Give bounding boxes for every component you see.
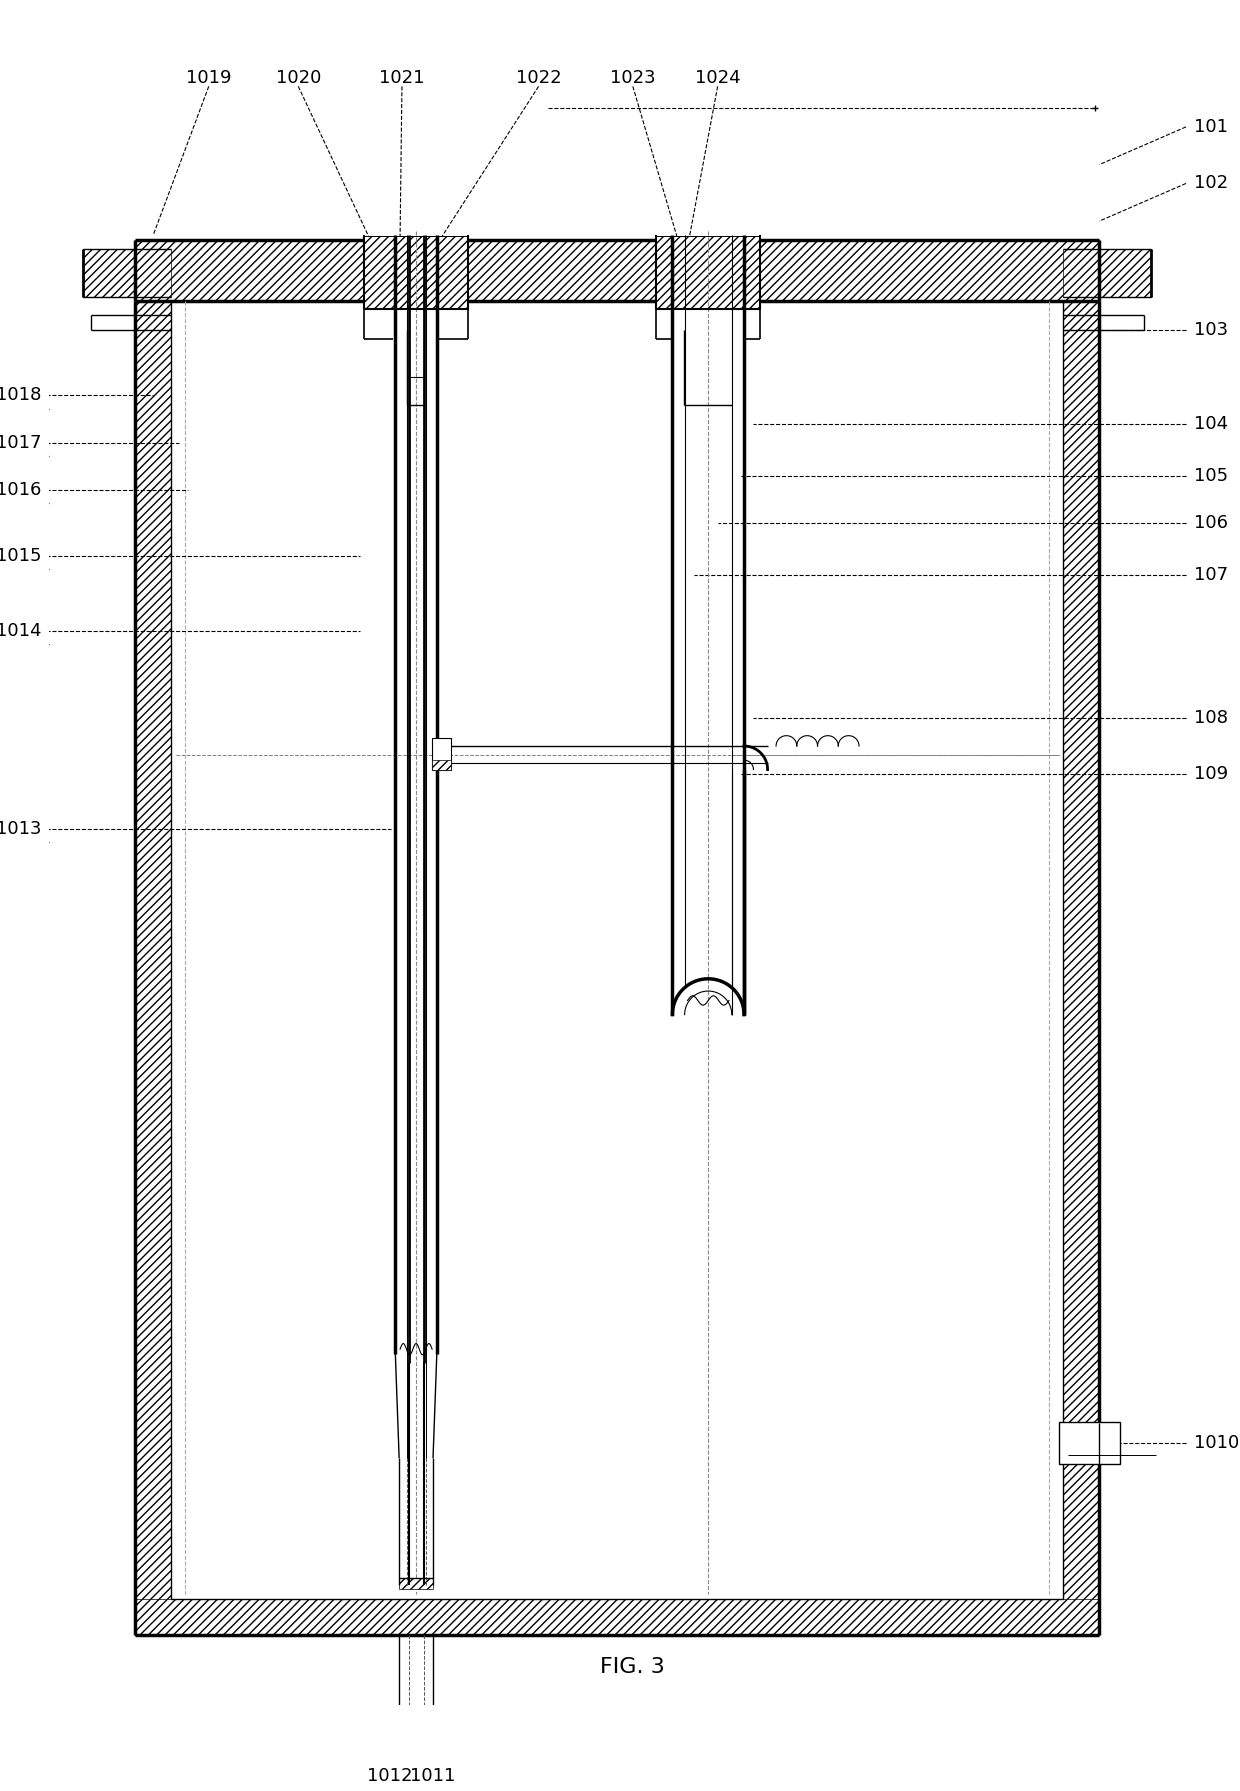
Text: 1010: 1010 xyxy=(1194,1435,1239,1453)
Text: 1016: 1016 xyxy=(0,480,41,498)
Text: 109: 109 xyxy=(1194,765,1228,783)
Text: 105: 105 xyxy=(1194,467,1228,485)
Bar xyxy=(656,236,760,308)
Bar xyxy=(1059,1422,1120,1463)
Bar xyxy=(135,1599,1100,1635)
Text: 1017: 1017 xyxy=(0,433,41,451)
Text: 1011: 1011 xyxy=(410,1766,456,1784)
Text: 1015: 1015 xyxy=(0,546,41,564)
Bar xyxy=(1064,249,1151,297)
Bar xyxy=(399,1578,433,1589)
Text: FIG. 3: FIG. 3 xyxy=(600,1657,665,1676)
Text: 103: 103 xyxy=(1194,321,1228,338)
Bar xyxy=(432,759,451,770)
Text: 1014: 1014 xyxy=(0,621,41,639)
Text: 1024: 1024 xyxy=(694,70,740,88)
Bar xyxy=(1064,301,1100,1635)
Text: 104: 104 xyxy=(1194,416,1228,433)
Bar xyxy=(83,249,171,297)
Text: 1023: 1023 xyxy=(610,70,656,88)
Bar xyxy=(365,236,467,308)
Text: 107: 107 xyxy=(1194,566,1228,584)
Text: 102: 102 xyxy=(1194,174,1228,192)
Text: 1018: 1018 xyxy=(0,387,41,405)
Text: 1013: 1013 xyxy=(0,820,41,838)
Bar xyxy=(135,240,1100,301)
Text: 101: 101 xyxy=(1194,118,1228,136)
Text: 1020: 1020 xyxy=(275,70,321,88)
Text: 1012: 1012 xyxy=(367,1766,413,1784)
Text: 1022: 1022 xyxy=(516,70,562,88)
Text: 1021: 1021 xyxy=(379,70,424,88)
Text: 1019: 1019 xyxy=(186,70,232,88)
Bar xyxy=(135,301,171,1635)
Text: 108: 108 xyxy=(1194,709,1228,727)
Text: 106: 106 xyxy=(1194,514,1228,532)
Bar xyxy=(432,738,451,770)
